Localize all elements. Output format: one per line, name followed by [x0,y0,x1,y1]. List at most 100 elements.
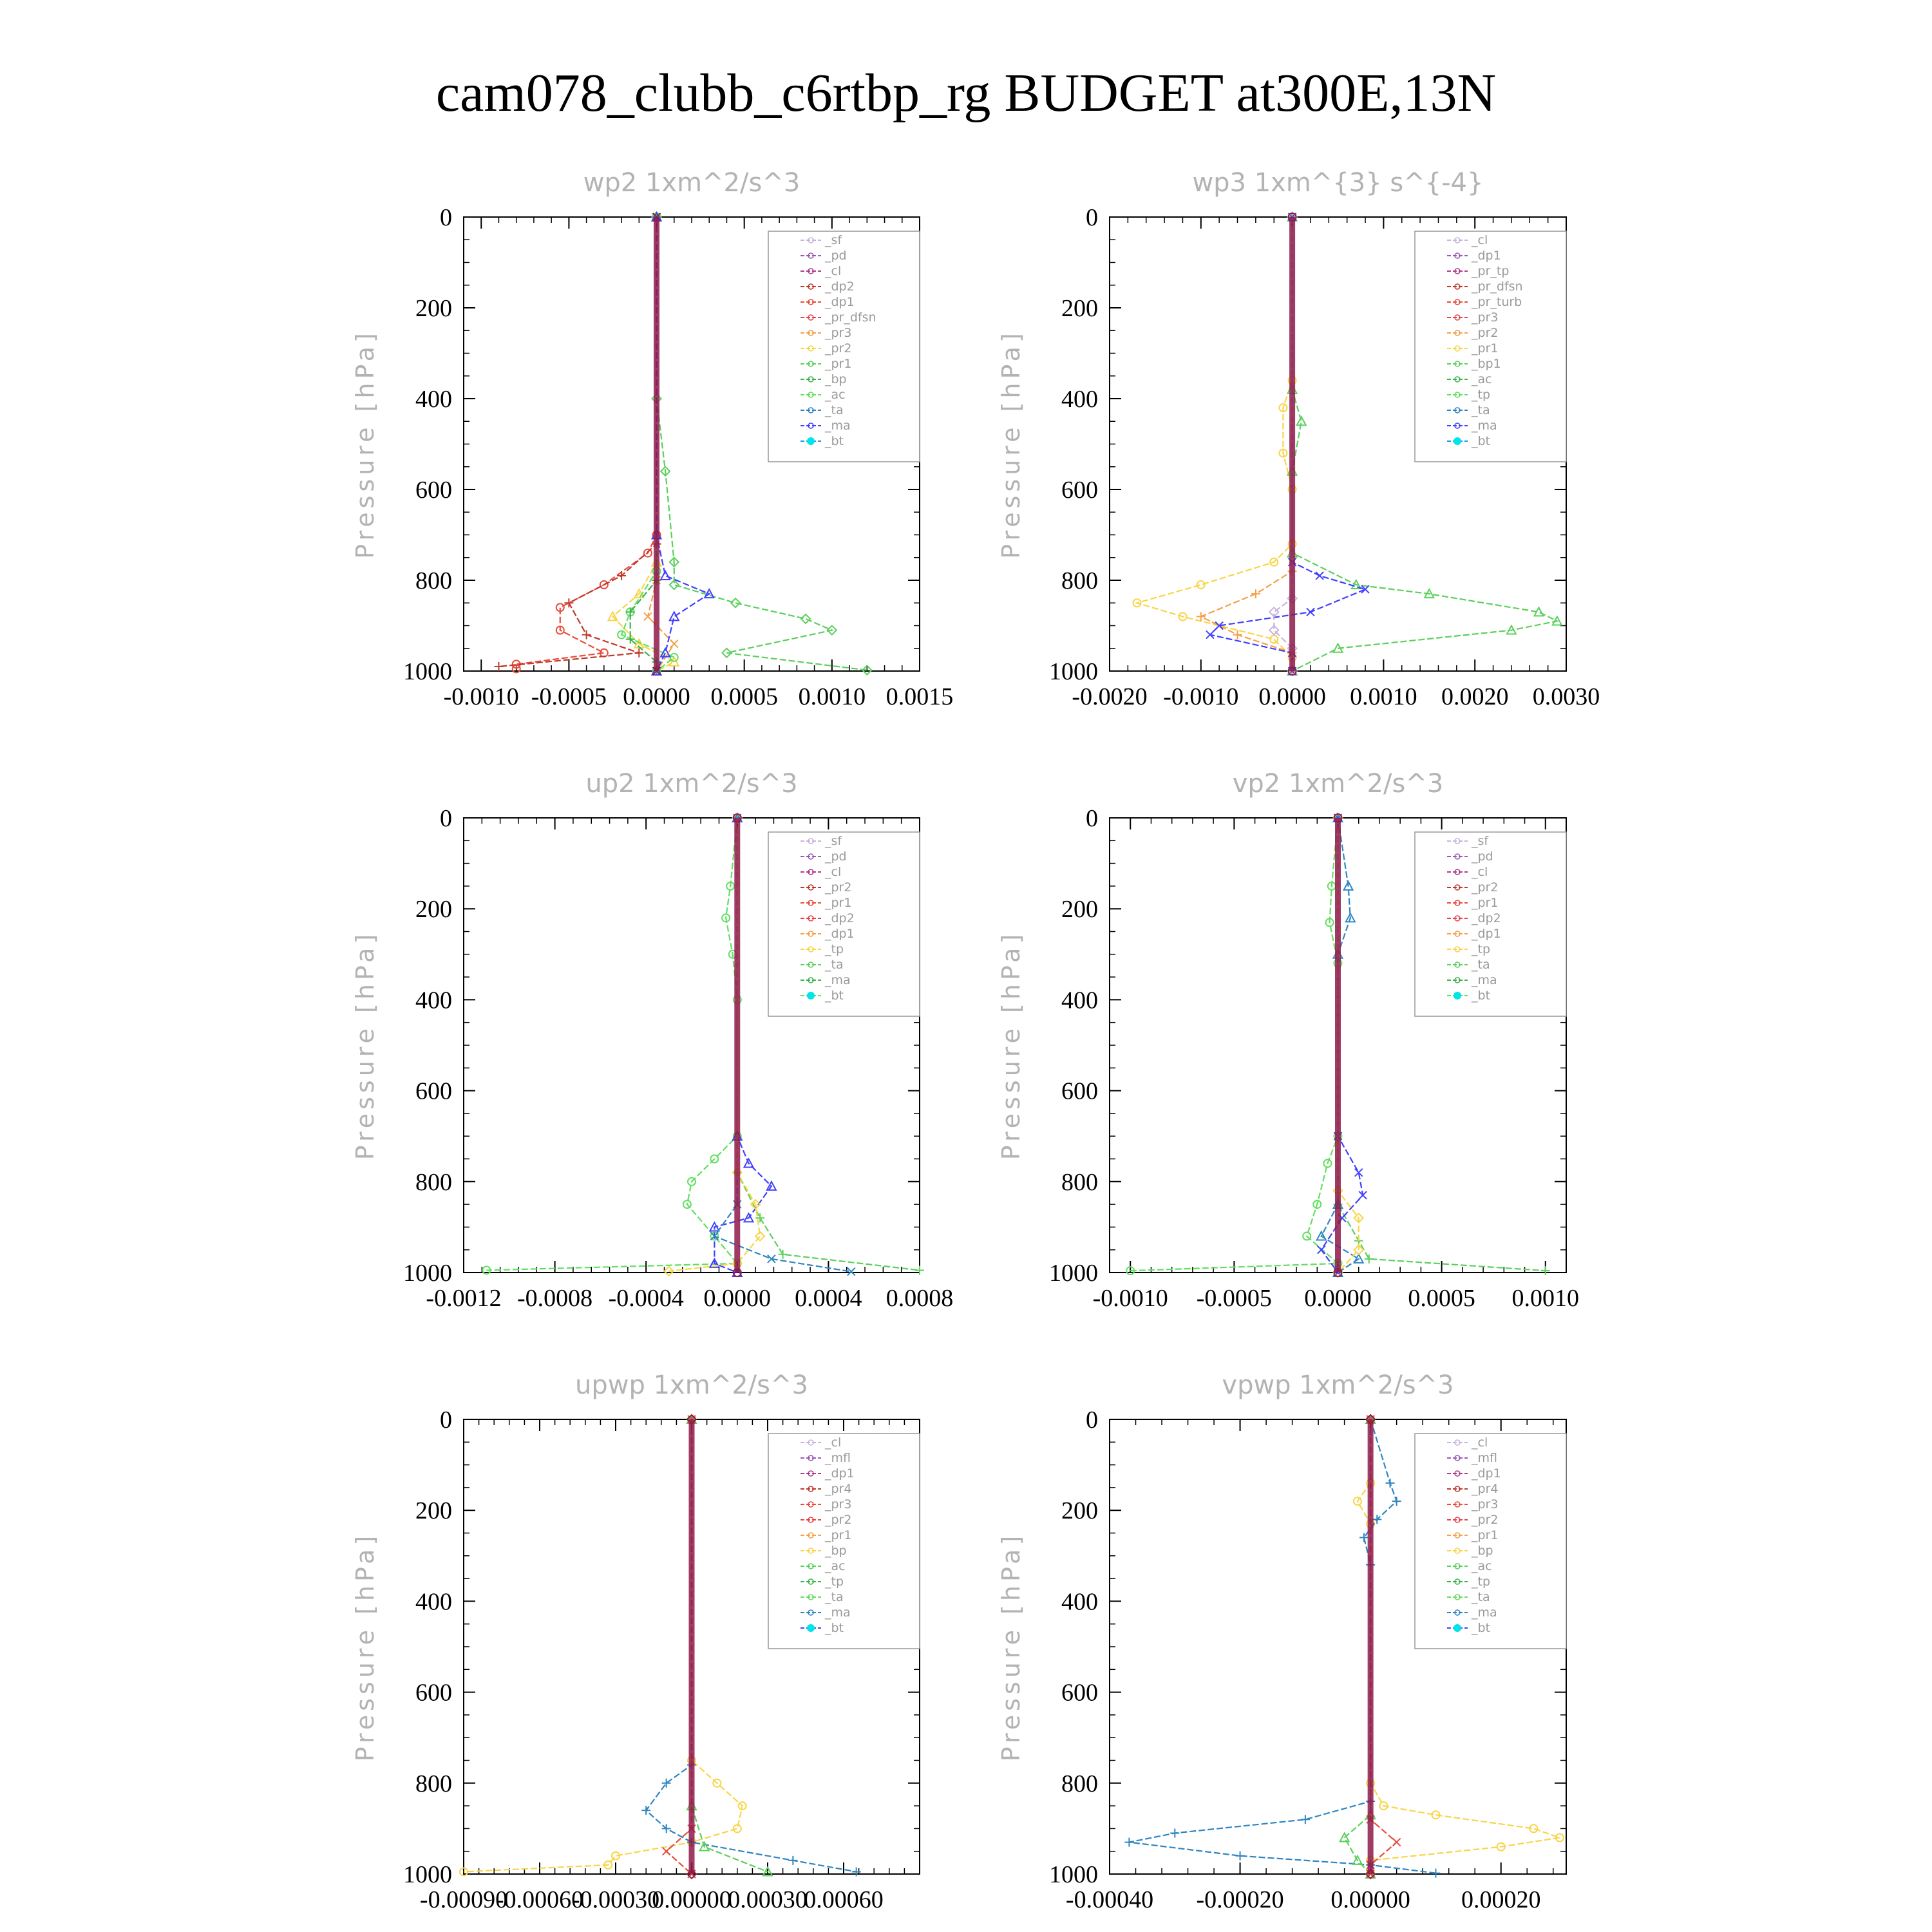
data-point [1345,912,1356,923]
legend-box [1414,231,1567,462]
data-point [1287,667,1297,676]
legend-label: _pr4 [824,1482,851,1496]
legend-label: _pr2 [824,341,851,355]
legend-marker [808,422,814,429]
panel-title: vpwp 1xm^2/s^3 [1222,1370,1454,1400]
legend-marker [808,407,814,413]
x-tick-label: 0.0000 [704,1285,772,1312]
legend-label: _pr2 [824,880,851,895]
y-tick-label: 200 [1061,1497,1098,1524]
data-point [1365,1414,1376,1425]
legend-box [768,1433,920,1649]
data-point [708,1257,721,1268]
legend-label: _bp [824,1544,847,1558]
legend-marker [1454,299,1461,305]
y-tick-label: 1000 [1049,658,1098,685]
data-point [1352,1854,1363,1865]
legend-marker [808,252,814,259]
legend-label: _sf [1471,834,1489,848]
data-point [1268,625,1280,636]
data-point [1196,580,1206,590]
y-axis-label: Pressure [hPa] [351,931,379,1160]
legend-label: _ma [824,1605,851,1620]
data-point [1300,1815,1310,1824]
legend-label: _ma [1471,1605,1497,1620]
legend-label: _bt [824,989,844,1003]
legend-label: _pr_turb [1471,295,1522,309]
legend-marker [1454,1563,1461,1569]
data-point [1206,630,1215,639]
legend-marker [1454,853,1461,860]
data-point [1269,557,1279,567]
legend-label: _bt [1471,989,1490,1003]
data-point [617,571,627,580]
panel-6: vpwp 1xm^2/s^3 Pressure [hPa] 0 200 400 600 80… [997,1370,1567,1913]
legend-label: _mfl [824,1451,851,1465]
legend-marker [1454,252,1461,259]
panel-title: wp2 1xm^2/s^3 [583,168,800,198]
x-tick-label: 0.0015 [886,683,954,710]
y-tick-label: 400 [415,386,452,413]
data-point [726,881,735,891]
y-tick-label: 600 [1061,1078,1098,1105]
legend-marker [808,1578,814,1585]
data-point [1353,1253,1365,1264]
x-tick-label: 0.0005 [1408,1285,1475,1312]
legend-marker [808,1563,814,1569]
y-axis-label: Pressure [hPa] [351,329,379,559]
data-point [1353,1212,1365,1224]
data-point [1350,578,1362,590]
data-point [1312,1200,1322,1209]
data-point [652,667,661,676]
legend-marker [1454,361,1461,367]
series-group [459,1413,861,1880]
data-point [721,913,731,923]
series-line-bp1 [1291,217,1560,672]
y-tick-label: 400 [1061,1588,1098,1615]
data-point [1361,585,1370,594]
series-line-ta [656,217,711,672]
legend-marker [808,869,814,875]
data-point [1353,1244,1365,1256]
y-tick-label: 600 [415,1680,452,1707]
data-point [1342,880,1354,891]
legend-marker [1454,869,1461,875]
y-tick-label: 600 [1061,477,1098,504]
data-point [710,1231,719,1241]
legend-marker [808,268,814,274]
legend-label: _tp [824,942,844,956]
legend-label: _pr1 [1471,341,1498,355]
panel-4: vp2 1xm^2/s^3 Pressure [hPa] 0 200 400 600 800… [997,769,1579,1312]
legend-marker [1454,946,1461,952]
data-point [732,1268,742,1277]
data-point [1132,598,1142,608]
legend-label: _tp [1471,1575,1490,1589]
legend: _sf_pd_cl_pr2_pr1_dp2 _dp1_tp _ta_ma _bt [768,831,920,1017]
legend-label: _ac [1471,1559,1492,1573]
legend-marker [808,915,814,922]
data-point [607,611,619,621]
data-point [1251,589,1260,599]
legend-marker [1454,407,1461,413]
series-line-bp [690,1419,768,1873]
data-point [1278,448,1288,458]
y-tick-label: 0 [1086,204,1098,231]
data-point [1317,1245,1326,1255]
data-point [861,665,873,676]
legend-label: _pr1 [824,896,851,910]
legend: _cl _dp1_pr_tp_pr_dfsn_pr_turb_pr3_pr2_pr… [1414,231,1567,462]
legend-marker [808,283,814,290]
legend-label: _bt [824,1621,844,1635]
legend-marker [808,1486,814,1492]
legend-marker [808,1455,814,1461]
data-point [1278,403,1288,413]
legend-marker [1454,1501,1461,1508]
legend-marker [1454,838,1461,844]
data-point [732,813,742,822]
data-point [668,556,680,568]
data-point [721,647,732,659]
legend-label: _pr1 [1471,896,1498,910]
legend-marker [808,314,814,321]
legend-marker [808,1501,814,1508]
data-point [611,1851,620,1861]
